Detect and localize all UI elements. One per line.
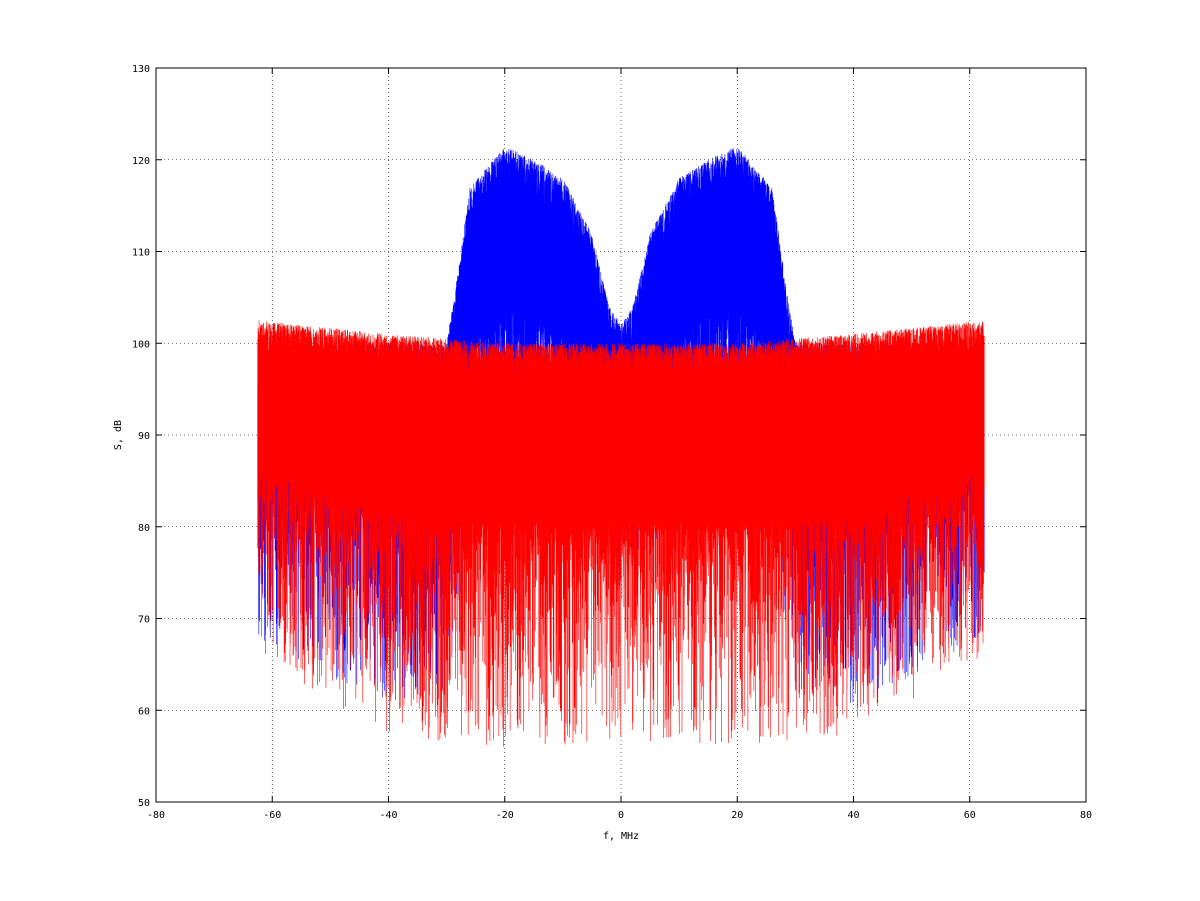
x-tick-label: -20 [496,810,514,821]
tick-labels: -80 -60 -40 -20 0 20 40 60 80 50 60 70 80 90 100 110 120… [132,64,1092,821]
plot-area: -80 -60 -40 -20 0 20 40 60 80 50 60 70 80 90 100 110 120… [132,64,1092,821]
x-tick-label: -80 [147,810,165,821]
series-2-trace [257,320,985,747]
x-tick-label: 40 [847,810,859,821]
x-tick-label: -60 [263,810,281,821]
y-tick-label: 60 [138,706,150,717]
y-tick-label: 50 [138,798,150,809]
y-tick-label: 100 [132,339,150,350]
x-tick-label: 0 [618,810,624,821]
y-tick-label: 120 [132,156,150,167]
y-tick-label: 90 [138,431,150,442]
x-tick-label: 20 [731,810,743,821]
series-layer [257,148,985,747]
y-tick-label: 70 [138,615,150,626]
tick-marks [155,67,1087,803]
x-tick-label: 80 [1080,810,1092,821]
x-axis-label: f, MHz [603,831,639,842]
y-tick-label: 110 [132,248,150,259]
x-tick-label: -40 [379,810,397,821]
y-tick-label: 130 [132,64,150,75]
y-tick-label: 80 [138,523,150,534]
x-tick-label: 60 [964,810,976,821]
y-axis-label: S, dB [113,420,124,450]
